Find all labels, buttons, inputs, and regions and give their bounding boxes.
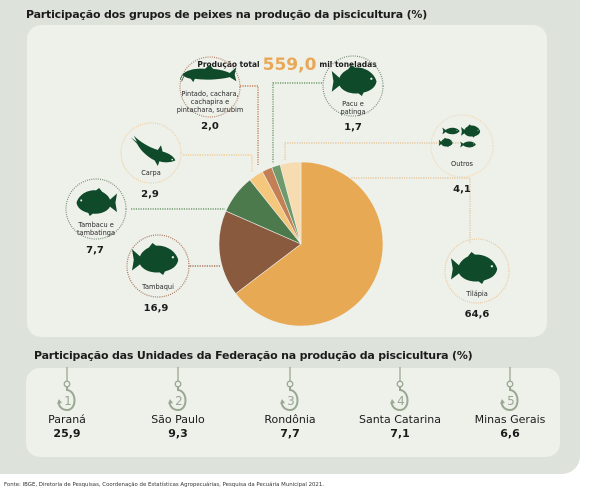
badge-circle-tambaqui (126, 234, 190, 298)
state-value: 25,9 (53, 427, 81, 440)
state-value: 6,6 (500, 427, 520, 440)
state-name: Santa Catarina (358, 413, 441, 426)
state-name: Paraná (48, 413, 86, 426)
rank-number: 1 (64, 394, 72, 408)
total-production: Produção total 559,0 mil toneladas (27, 55, 547, 75)
connector-outros (284, 142, 460, 160)
rank-number: 4 (397, 394, 405, 408)
total-unit: mil toneladas (319, 60, 377, 69)
pie-slice-tilapia (235, 161, 384, 327)
state-item: Paraná 25,9 (17, 413, 117, 440)
hook-icon (168, 367, 187, 412)
state-item: Minas Gerais 6,6 (460, 413, 560, 440)
state-value: 7,1 (390, 427, 410, 440)
value-carpa: 2,9 (141, 189, 159, 200)
hook-icon (280, 367, 299, 412)
source-footer: Fonte: IBGE, Diretoria de Pesquisas, Coo… (4, 482, 324, 488)
value-pintado: 2,0 (201, 121, 219, 132)
state-item: Santa Catarina 7,1 (350, 413, 450, 440)
badge-circle-pintado (179, 56, 241, 118)
value-tambaqui: 16,9 (143, 303, 169, 314)
label-carpa: Carpa (141, 169, 161, 177)
hook-icon (500, 367, 519, 412)
state-name: Rondônia (264, 413, 316, 426)
rank-number: 3 (287, 394, 295, 408)
rank-number: 5 (507, 394, 515, 408)
pie-slices (218, 161, 384, 327)
state-value: 7,7 (280, 427, 300, 440)
state-value: 9,3 (168, 427, 188, 440)
label-tambacu: Tambacu e tambatinga (76, 221, 116, 237)
hook-icon (390, 367, 409, 412)
badge-circle-outros (430, 114, 494, 178)
label-outros: Outros (451, 160, 473, 168)
pie-slice-tambaqui (218, 210, 302, 295)
state-name: São Paulo (151, 413, 205, 426)
label-tambaqui: Tambaqui (142, 283, 174, 291)
rank-number: 2 (175, 394, 183, 408)
connector-pacu (272, 82, 322, 163)
label-tilapia: Tilápia (466, 290, 488, 298)
badge-circle-pacu (322, 55, 384, 117)
connector-pintado (240, 85, 259, 165)
states-title: Participação das Unidades da Federação n… (34, 349, 473, 362)
label-pacu: Pacu e patinga (340, 100, 366, 116)
label-pintado: Pintado, cachara, cachapira e pintachara… (176, 90, 244, 114)
value-tilapia: 64,6 (464, 309, 490, 320)
total-value: 559,0 (262, 55, 317, 75)
state-item: Rondônia 7,7 (240, 413, 340, 440)
badge-circle-tambacu (65, 178, 127, 240)
hook-icon (57, 367, 76, 412)
connector-carpa (183, 154, 253, 172)
value-pacu: 1,7 (344, 122, 362, 133)
state-item: São Paulo 9,3 (128, 413, 228, 440)
value-outros: 4,1 (453, 184, 471, 195)
badge-circle-carpa (120, 122, 182, 184)
fish-groups-title: Participação dos grupos de peixes na pro… (26, 8, 428, 21)
total-label: Produção total (197, 60, 260, 69)
value-tambacu: 7,7 (86, 245, 104, 256)
badge-circle-tilapia (444, 238, 510, 304)
state-name: Minas Gerais (474, 413, 546, 426)
pie-slice-outros (279, 161, 302, 245)
